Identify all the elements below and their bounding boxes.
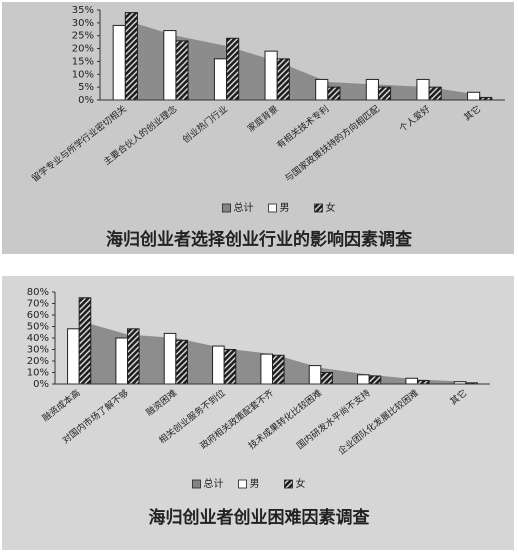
y-tick-label: 10% (72, 69, 94, 80)
bar (175, 40, 189, 101)
bar (67, 328, 80, 385)
legend-label: 总计 (234, 201, 254, 214)
bar (417, 380, 430, 385)
bar (223, 349, 237, 385)
chart-title: 海归创业者选择创业行业的影响因素调查 (106, 229, 413, 250)
bar (365, 78, 379, 101)
bar (260, 353, 273, 385)
y-tick-label: 25% (72, 31, 94, 42)
legend-swatch (238, 479, 247, 489)
bar (175, 339, 188, 385)
bar (467, 91, 481, 101)
bar (78, 297, 92, 385)
y-tick-label: 0% (78, 95, 94, 106)
bar (163, 30, 177, 101)
bar (276, 58, 290, 101)
legend-label: 男 (250, 478, 260, 490)
bar (308, 365, 322, 385)
y-tick-label: 20% (27, 356, 49, 367)
y-tick-label: 40% (27, 333, 49, 344)
bar (226, 37, 240, 101)
y-tick-label: 20% (72, 44, 94, 55)
bar (428, 86, 442, 101)
panel (2, 2, 514, 254)
bar (320, 372, 333, 385)
bar (405, 377, 418, 385)
y-tick-label: 70% (27, 299, 49, 310)
y-tick-label: 30% (27, 345, 49, 356)
chart-title: 海归创业者创业困难因素调查 (149, 507, 371, 528)
y-tick-label: 5% (78, 82, 94, 93)
y-tick-label: 60% (27, 310, 49, 321)
legend-swatch (222, 203, 231, 213)
bar (357, 374, 370, 385)
bar (272, 354, 285, 385)
bar (127, 328, 140, 385)
y-tick-label: 35% (72, 5, 94, 16)
bar (115, 337, 129, 385)
y-tick-label: 50% (27, 322, 49, 333)
legend-label: 总计 (204, 477, 224, 490)
bar (416, 78, 430, 101)
legend-swatch (284, 479, 293, 489)
y-tick-label: 10% (27, 368, 49, 379)
bar (315, 78, 329, 101)
bar (377, 86, 392, 101)
legend-swatch (192, 479, 201, 489)
bar (112, 24, 126, 101)
legend-swatch (314, 203, 323, 213)
bar (213, 58, 228, 101)
area (125, 20, 480, 101)
legend-label: 男 (280, 202, 290, 214)
bar (368, 375, 382, 385)
y-tick-label: 15% (72, 56, 94, 67)
bar (264, 50, 278, 101)
y-tick-label: 30% (72, 18, 94, 29)
bar (212, 345, 225, 385)
legend-label: 女 (326, 201, 336, 214)
bar (163, 332, 177, 385)
y-tick-label: 0% (33, 379, 49, 390)
y-tick-label: 80% (27, 287, 49, 298)
legend-swatch (268, 203, 277, 213)
legend-label: 女 (296, 477, 306, 490)
bar (327, 86, 341, 101)
bar (124, 12, 138, 101)
